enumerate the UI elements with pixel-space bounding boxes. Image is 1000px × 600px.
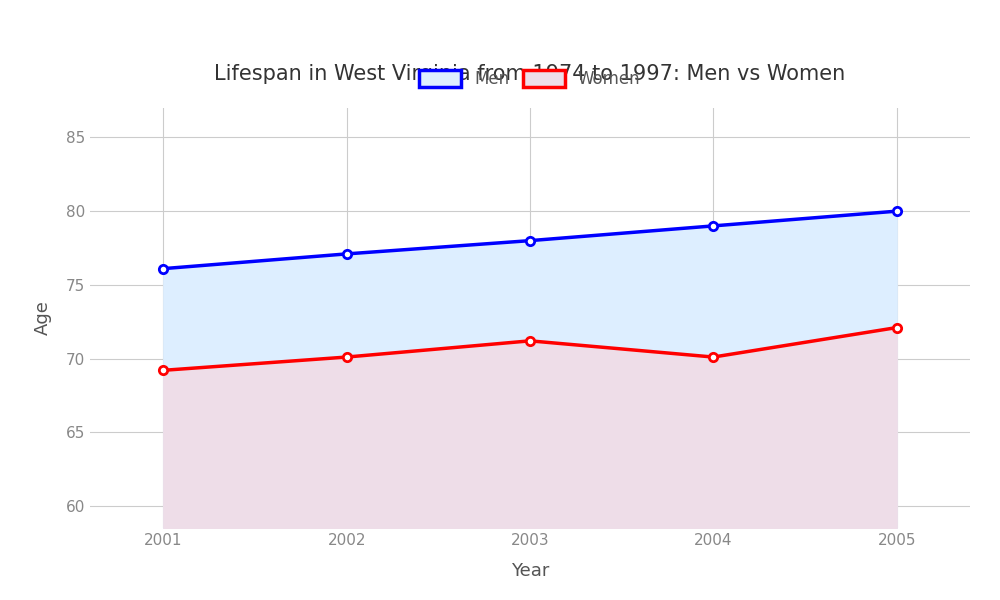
Y-axis label: Age: Age — [34, 301, 52, 335]
X-axis label: Year: Year — [511, 562, 549, 580]
Legend: Men, Women: Men, Women — [411, 62, 649, 97]
Title: Lifespan in West Virginia from 1974 to 1997: Men vs Women: Lifespan in West Virginia from 1974 to 1… — [214, 64, 846, 84]
